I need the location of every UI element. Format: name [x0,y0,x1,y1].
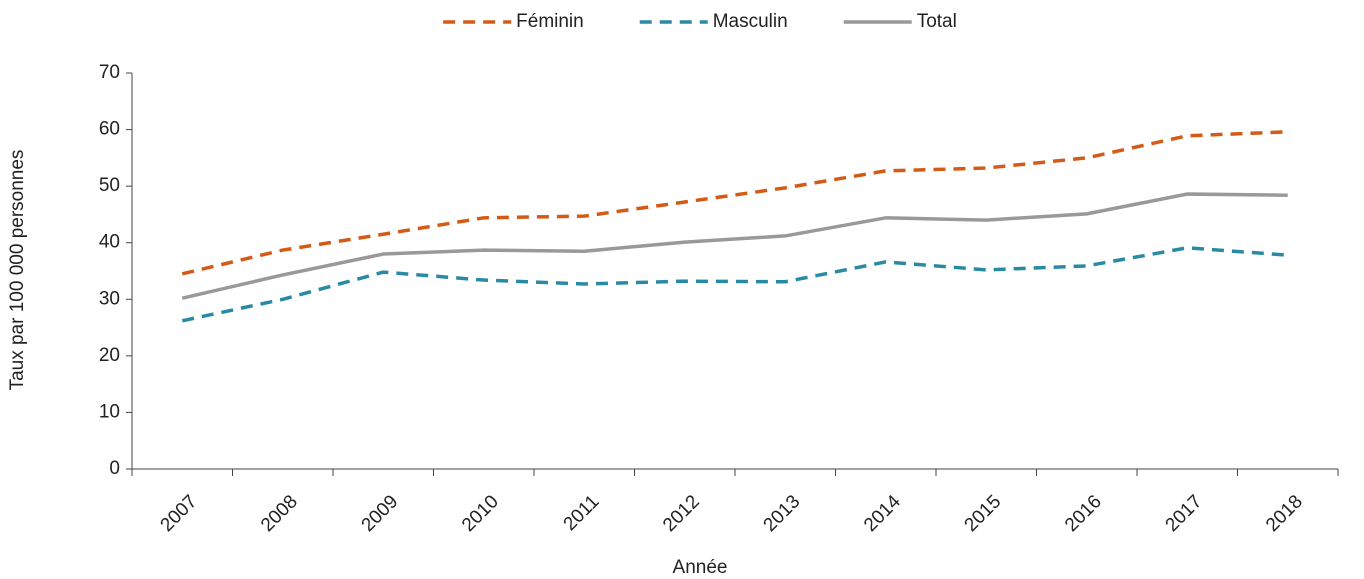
x-tick-label: 2007 [157,491,202,536]
y-tick-label: 20 [99,345,120,366]
y-tick-label: 0 [109,458,120,479]
series-line [181,192,1288,300]
y-tick-label: 10 [99,401,120,422]
y-axis-label: Taux par 100 000 personnes [7,150,28,391]
x-tick-label: 2015 [961,491,1006,536]
x-tick-label: 2018 [1262,491,1307,536]
legend-label: Masculin [713,11,788,32]
x-tick-label: 2013 [760,491,805,536]
y-tick-label: 70 [99,62,120,83]
series-line [181,130,1288,276]
x-tick-label: 2011 [560,491,604,535]
x-tick-label: 2010 [458,491,503,536]
x-tick-label: 2012 [659,491,704,536]
legend-label: Total [917,11,957,32]
x-tick-label: 2016 [1061,491,1106,536]
x-axis-label: Année [673,557,728,578]
y-tick-label: 30 [99,288,120,309]
x-tick-label: 2009 [358,491,403,536]
x-tick-label: 2014 [860,491,905,536]
x-tick-label: 2017 [1162,491,1207,536]
series-line [181,246,1288,323]
y-tick-label: 50 [99,175,120,196]
x-tick-label: 2008 [257,491,302,536]
legend-label: Féminin [516,11,584,32]
y-tick-label: 40 [99,232,120,253]
y-tick-label: 60 [99,119,120,140]
